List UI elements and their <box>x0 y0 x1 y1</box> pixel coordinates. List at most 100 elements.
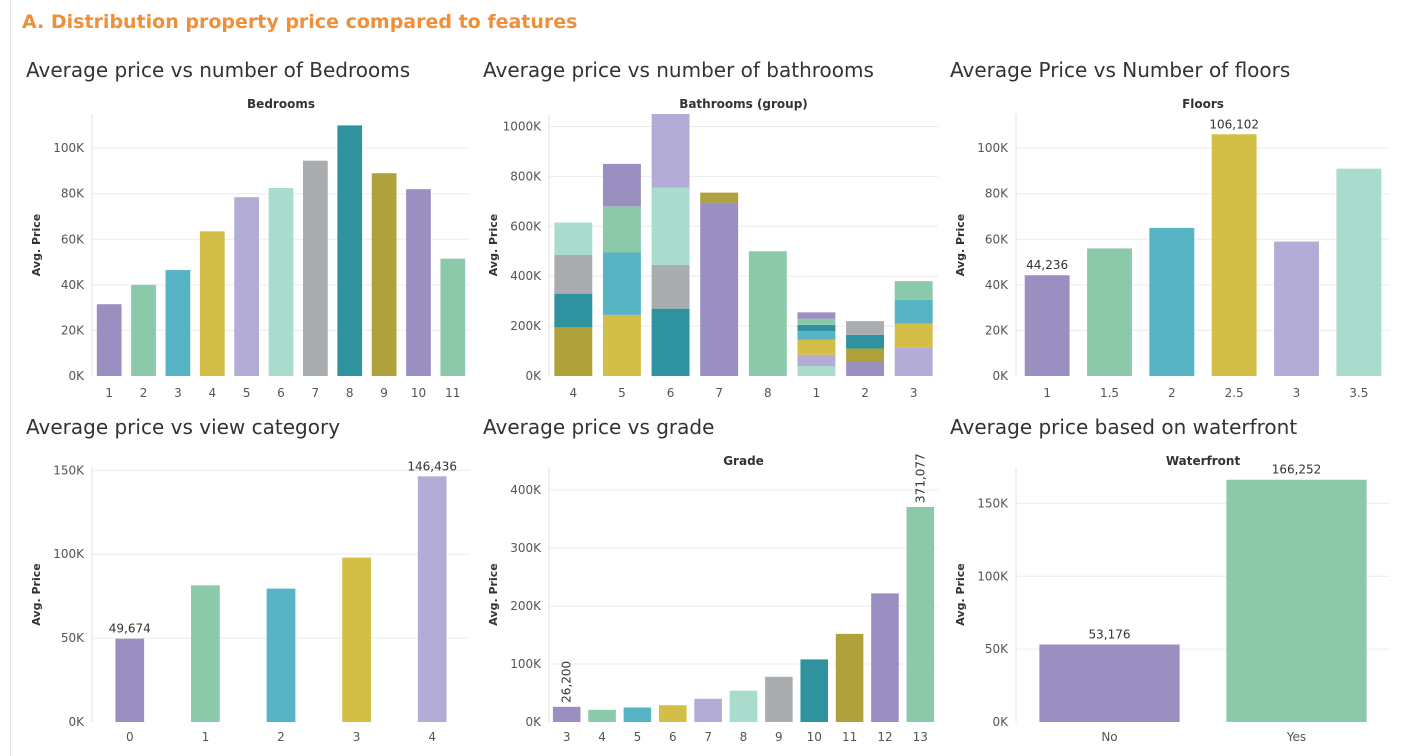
bar-segment <box>894 347 933 376</box>
bar-segment <box>554 327 593 376</box>
bar <box>371 173 397 376</box>
x-tick-label: 5 <box>618 386 626 400</box>
bar <box>1226 479 1367 722</box>
bar-segment <box>748 251 787 376</box>
y-axis-title: Avg. Price <box>954 563 967 625</box>
bar-segment <box>651 264 690 309</box>
bar <box>165 270 191 376</box>
chart-title: Average price vs number of bathrooms <box>483 58 874 82</box>
x-tick-label: 2 <box>277 730 285 744</box>
x-tick-label: 11 <box>445 386 460 400</box>
y-tick-label: 0K <box>992 715 1009 729</box>
bar <box>871 593 899 722</box>
view-chart-panel: Average price vs view category Avg. Pric… <box>26 415 470 750</box>
bar <box>1211 134 1257 376</box>
y-tick-label: 150K <box>977 496 1009 510</box>
chart-title: Average price vs number of Bedrooms <box>26 58 411 82</box>
y-tick-label: 100K <box>510 657 542 671</box>
x-tick-label: 8 <box>740 730 748 744</box>
x-tick-label: 2.5 <box>1225 386 1244 400</box>
x-tick-label: 3 <box>910 386 918 400</box>
data-label: 146,436 <box>407 459 457 473</box>
x-tick-label: 9 <box>775 730 783 744</box>
bar <box>342 557 371 722</box>
chart-title: Average price based on waterfront <box>950 415 1298 439</box>
bar-segment <box>797 331 836 340</box>
x-axis-title: Floors <box>1182 97 1224 111</box>
y-tick-label: 50K <box>985 642 1009 656</box>
bar-segment <box>602 252 641 315</box>
x-tick-label: 10 <box>807 730 822 744</box>
bar <box>406 189 431 376</box>
x-tick-label: 6 <box>277 386 285 400</box>
x-tick-label: 12 <box>877 730 892 744</box>
y-tick-label: 20K <box>985 323 1009 337</box>
bar <box>115 638 145 722</box>
bar <box>1274 241 1319 376</box>
waterfront-chart-panel: Average price based on waterfront Waterf… <box>950 415 1390 750</box>
bar <box>552 706 581 722</box>
bar-segment <box>797 318 836 325</box>
bar-segment <box>651 187 690 265</box>
bar-segment <box>602 314 641 376</box>
bar-segment <box>602 206 641 253</box>
y-tick-label: 100K <box>977 141 1009 155</box>
bar-segment <box>846 334 885 349</box>
bar <box>440 258 466 376</box>
y-tick-label: 0K <box>68 369 85 383</box>
bar-segment <box>846 361 885 376</box>
bar <box>588 709 616 722</box>
x-tick-label: 11 <box>842 730 857 744</box>
x-axis-title: Grade <box>723 454 764 468</box>
bar <box>1024 275 1070 376</box>
x-tick-label: 2 <box>861 386 869 400</box>
floors-chart-panel: Average Price vs Number of floors Floors… <box>950 58 1390 403</box>
y-tick-label: 100K <box>53 547 85 561</box>
grade-chart-panel: Average price vs grade Grade Avg. Price 0K… <box>483 415 938 750</box>
y-tick-label: 80K <box>61 187 85 201</box>
y-tick-label: 40K <box>61 278 85 292</box>
x-tick-label: 3.5 <box>1349 386 1368 400</box>
x-tick-label: 5 <box>243 386 251 400</box>
dashboard-title: A. Distribution property price compared … <box>22 11 578 33</box>
bar-segment <box>797 354 836 367</box>
bar-segment <box>797 339 836 355</box>
x-tick-label: 6 <box>667 386 675 400</box>
y-tick-label: 80K <box>985 187 1009 201</box>
bar-segment <box>797 312 836 319</box>
y-tick-label: 0K <box>68 715 85 729</box>
x-tick-label: Yes <box>1286 730 1306 744</box>
grade-chart: Grade Avg. Price 0K 100K 200K 300K 400K 26,200 3… <box>487 453 938 744</box>
y-tick-label: 800K <box>510 169 542 183</box>
x-tick-label: 3 <box>1293 386 1301 400</box>
chart-title: Average price vs grade <box>483 415 715 439</box>
x-tick-label: 2 <box>140 386 148 400</box>
bar <box>131 284 156 376</box>
x-tick-label: 1 <box>202 730 210 744</box>
x-tick-label: 4 <box>598 730 606 744</box>
x-axis-title: Bedrooms <box>247 97 315 111</box>
bar <box>800 659 829 722</box>
chart-title: Average price vs view category <box>26 415 341 439</box>
bar <box>266 588 296 722</box>
y-tick-label: 40K <box>985 278 1009 292</box>
bar-segment <box>894 281 933 300</box>
x-tick-label: 4 <box>569 386 577 400</box>
y-tick-label: 60K <box>61 232 85 246</box>
x-tick-label: 10 <box>411 386 426 400</box>
y-tick-label: 100K <box>53 141 85 155</box>
y-axis-title: Avg. Price <box>30 214 43 276</box>
bar <box>417 476 447 722</box>
bar-segment <box>602 163 641 207</box>
x-tick-label: 1 <box>1043 386 1051 400</box>
bar-segment <box>651 114 690 188</box>
bar-segment <box>846 348 885 362</box>
y-tick-label: 1000K <box>503 119 543 133</box>
x-tick-label: 3 <box>174 386 182 400</box>
x-tick-label: 1 <box>105 386 113 400</box>
bar <box>337 125 363 377</box>
x-axis-title: Waterfront <box>1166 454 1241 468</box>
bar-segment <box>554 222 593 255</box>
y-tick-label: 50K <box>61 631 85 645</box>
bar <box>268 188 294 376</box>
